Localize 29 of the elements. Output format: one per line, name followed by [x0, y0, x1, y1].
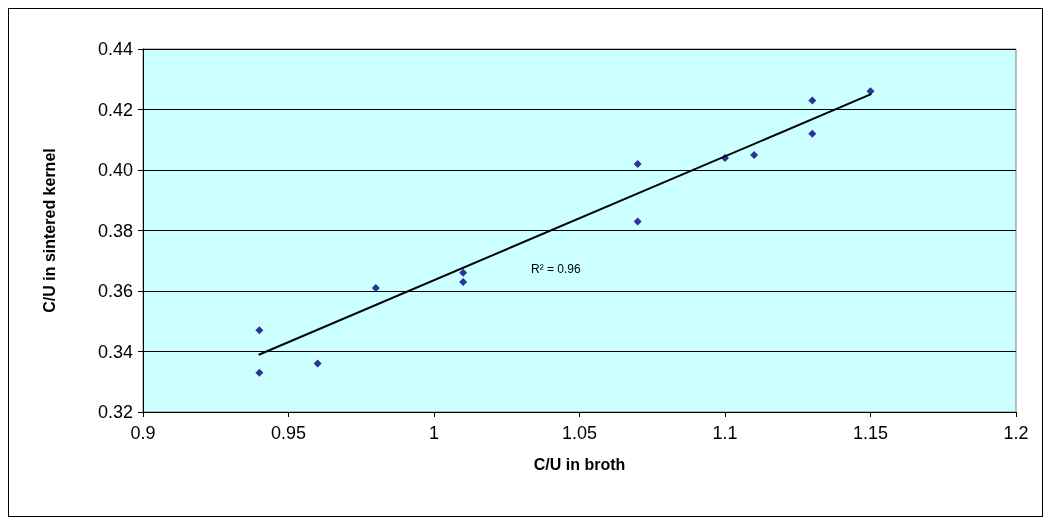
- y-tick-label: 0.38: [97, 220, 133, 241]
- x-tick-label: 1.1: [712, 423, 738, 443]
- x-tick-label: 1.05: [561, 423, 598, 443]
- x-tick-label: 0.95: [270, 423, 307, 443]
- y-tick-label: 0.42: [97, 99, 133, 120]
- y-tick-label: 0.44: [97, 39, 133, 59]
- point: [633, 159, 642, 168]
- point: [313, 359, 322, 368]
- y-tick-label: 0.36: [97, 281, 133, 301]
- point: [255, 368, 264, 377]
- x-tick-label: 0.9: [130, 423, 156, 443]
- x-tick-label: 1.15: [852, 423, 889, 443]
- annotation: R² = 0.96: [531, 262, 582, 276]
- x-tick-label: 1.2: [1003, 423, 1029, 443]
- point: [866, 87, 875, 96]
- point: [750, 150, 759, 159]
- y-tick-label: 0.34: [97, 341, 133, 362]
- x-axis-title: C/U in broth: [533, 455, 626, 473]
- y-axis-title: C/U in sintered kernel: [40, 148, 58, 313]
- point: [633, 217, 642, 226]
- point: [371, 283, 380, 292]
- x-tick-label: 1: [428, 423, 440, 443]
- point: [459, 277, 468, 286]
- point: [255, 326, 264, 335]
- point: [808, 129, 817, 138]
- y-tick-label: 0.32: [97, 402, 133, 422]
- point: [459, 268, 468, 277]
- point: [808, 96, 817, 105]
- y-tick-label: 0.40: [97, 160, 133, 180]
